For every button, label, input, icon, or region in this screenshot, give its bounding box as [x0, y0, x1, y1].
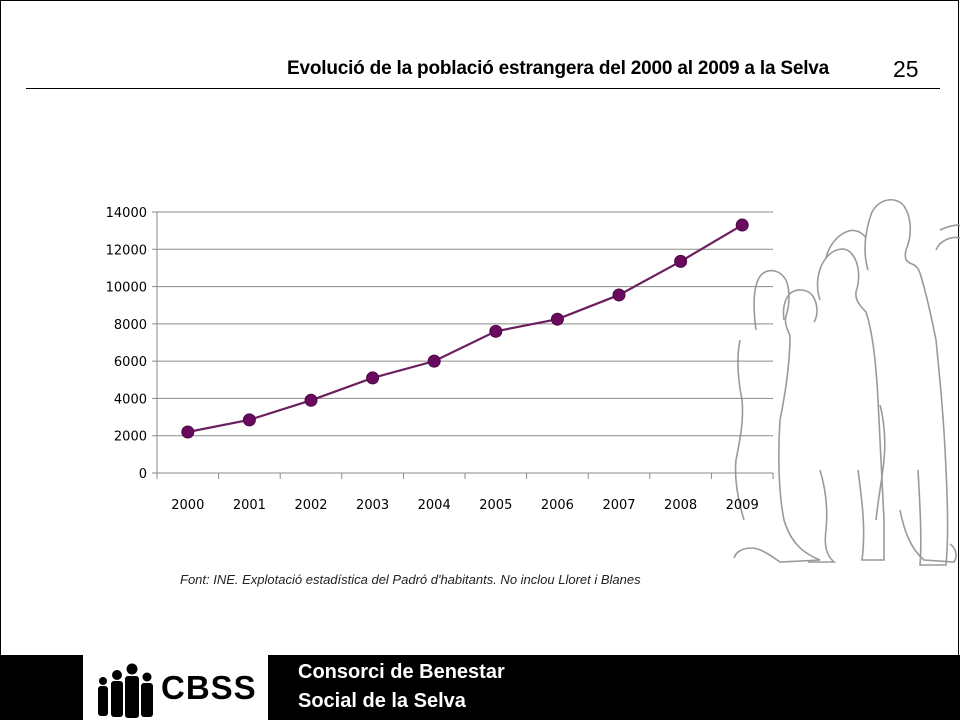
data-point-2005	[489, 324, 503, 338]
cbss-logo: CBSS	[83, 655, 268, 720]
y-tick-label-10000: 10000	[106, 281, 147, 296]
x-tick-label-2009: 2009	[726, 498, 759, 513]
x-tick-label-2000: 2000	[171, 498, 204, 513]
data-point-2008	[674, 254, 688, 268]
organization-name-line1: Consorci de Benestar	[298, 661, 505, 683]
x-tick-label-2005: 2005	[479, 498, 512, 513]
data-point-2007	[612, 288, 626, 302]
series-population	[181, 218, 749, 439]
data-point-2009	[735, 218, 749, 232]
page-number: 25	[893, 56, 919, 82]
x-tick-label-2007: 2007	[602, 498, 635, 513]
data-point-2001	[242, 413, 256, 427]
y-tick-labels: 0 2000 4000 6000 8000 10000 12000 14000	[106, 206, 147, 482]
data-point-2000	[181, 425, 195, 439]
x-tick-label-2006: 2006	[541, 498, 574, 513]
logo-text: CBSS	[161, 669, 257, 706]
y-tick-label-4000: 4000	[114, 392, 147, 407]
x-tick-labels: 2000 2001 2002 2003 2004 2005 2006 2007 2008 2009	[171, 498, 758, 513]
page-title: Evolució de la població estrangera del 2…	[287, 58, 830, 79]
x-tick-label-2004: 2004	[418, 498, 451, 513]
title-divider	[26, 88, 940, 89]
x-tick-label-2002: 2002	[294, 498, 327, 513]
y-tick-label-0: 0	[139, 467, 147, 482]
x-tick-label-2003: 2003	[356, 498, 389, 513]
gridlines	[157, 211, 773, 437]
y-tick-label-2000: 2000	[114, 430, 147, 445]
x-tick-label-2001: 2001	[233, 498, 266, 513]
series-line	[187, 224, 743, 434]
y-tick-label-8000: 8000	[114, 318, 147, 333]
people-logo-icon	[98, 663, 153, 718]
axes	[152, 211, 774, 479]
data-point-2003	[366, 371, 380, 385]
source-note: Font: INE. Explotació estadística del Pa…	[180, 572, 641, 587]
data-point-2002	[304, 393, 318, 407]
people-silhouettes-illustration	[733, 199, 960, 566]
x-tick-label-2008: 2008	[664, 498, 697, 513]
y-tick-label-14000: 14000	[106, 206, 147, 221]
data-point-2004	[427, 354, 441, 368]
y-tick-label-6000: 6000	[114, 355, 147, 370]
footer-bar: CBSS Consorci de Benestar Social de la S…	[0, 655, 960, 720]
y-tick-label-12000: 12000	[106, 243, 147, 258]
organization-name-line2: Social de la Selva	[298, 690, 466, 712]
data-point-2006	[550, 312, 564, 326]
